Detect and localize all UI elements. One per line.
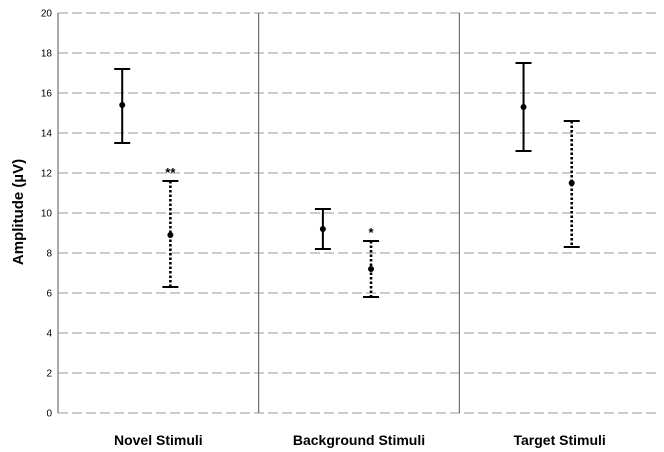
y-tick-label: 2 [46, 369, 52, 380]
category-label: Novel Stimuli [114, 432, 203, 448]
y-tick-label: 10 [41, 209, 53, 220]
category-label: Target Stimuli [514, 432, 606, 448]
error-bars: *** [114, 62, 580, 298]
y-tick-label: 18 [41, 49, 53, 60]
mean-marker [167, 232, 174, 238]
mean-marker [568, 180, 575, 186]
significance-label: * [369, 225, 375, 240]
y-tick-labels: 0 2 4 6 8 10 12 14 16 18 20 [41, 9, 53, 420]
mean-marker [119, 102, 126, 108]
y-axis-label: Amplitude (µV) [10, 159, 27, 265]
mean-marker [319, 226, 326, 232]
error-bar-solid [314, 208, 331, 250]
category-label: Background Stimuli [293, 432, 425, 448]
error-bar-solid [114, 68, 131, 144]
mean-marker [368, 266, 375, 272]
y-tick-label: 8 [46, 249, 52, 260]
error-bar-dotted: ** [162, 165, 179, 288]
grid-layer [58, 12, 660, 414]
error-bar-dotted [563, 120, 580, 248]
y-tick-label: 4 [46, 329, 52, 340]
significance-label: ** [165, 165, 176, 180]
error-bar-solid [515, 62, 532, 152]
error-bar-dotted: * [363, 225, 380, 298]
category-labels: Novel Stimuli Background Stimuli Target St… [114, 432, 606, 448]
y-tick-label: 0 [46, 409, 52, 420]
y-tick-label: 6 [46, 289, 52, 300]
y-tick-label: 20 [41, 9, 53, 20]
mean-marker [520, 104, 527, 110]
y-tick-label: 12 [41, 169, 53, 180]
y-tick-label: 14 [41, 129, 53, 140]
y-tick-label: 16 [41, 89, 53, 100]
plot-frame [57, 13, 460, 413]
